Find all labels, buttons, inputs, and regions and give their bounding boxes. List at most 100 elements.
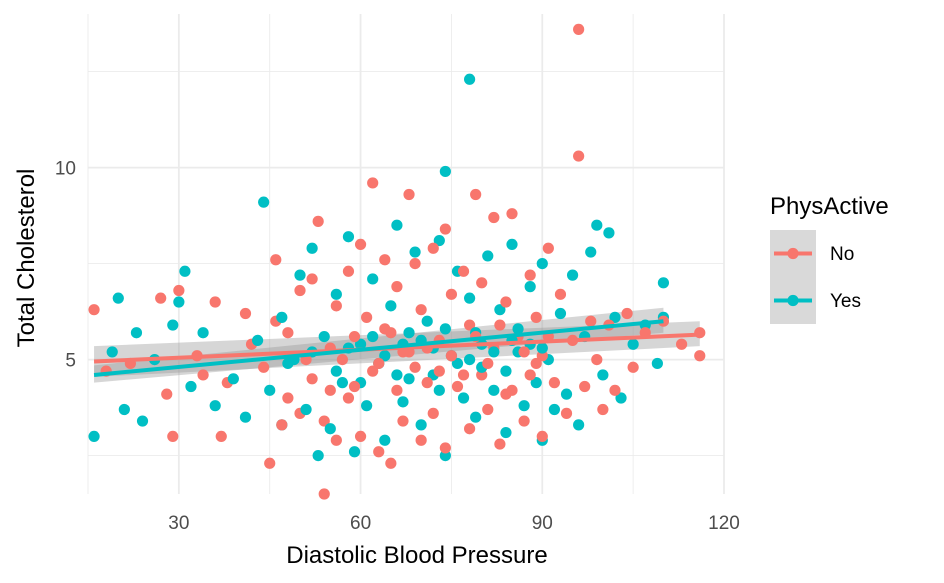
data-point-yes [464,73,476,85]
data-point-no [476,369,488,381]
data-point-yes [512,323,524,335]
data-point-no [482,403,494,416]
data-point-no [415,434,427,446]
data-point-yes [391,369,403,381]
data-point-no [373,357,385,370]
legend-title: PhysActive [770,193,889,220]
data-point-yes [627,338,639,350]
data-point-yes [324,423,336,435]
data-point-no [403,188,415,201]
data-point-yes [276,311,288,323]
data-point-yes [130,327,143,339]
data-point-yes [112,292,124,304]
data-point-yes [282,357,294,370]
data-point-no [439,223,451,235]
data-point-yes [106,346,118,358]
data-point-yes [439,165,451,178]
data-point-no [470,188,482,201]
data-point-no [354,238,367,250]
data-point-no [506,384,518,396]
data-point-no [342,392,355,404]
data-point-yes [167,319,179,331]
data-point-yes [361,400,373,412]
data-point-yes [451,357,464,370]
data-point-yes [397,396,409,408]
data-point-yes [300,403,312,416]
data-point-yes [433,234,445,247]
data-point-no [361,311,373,323]
data-point-no [506,208,518,220]
data-point-no [336,354,348,366]
data-point-yes [518,400,530,412]
data-point-yes [560,388,573,400]
data-point-yes [264,384,276,396]
data-point-no [391,281,403,293]
data-point-yes [294,269,306,281]
data-point-yes [173,296,185,308]
data-point-yes [457,392,470,404]
data-point-no [536,350,548,362]
data-point-no [348,380,361,393]
data-point-no [264,457,276,469]
grid-lines [87,14,725,494]
data-point-yes [185,380,197,393]
data-point-no [161,388,173,400]
data-point-no [457,265,470,277]
x-tick-label: 30 [168,513,189,534]
data-point-no [427,242,439,254]
data-point-no [282,327,294,339]
data-point-no [457,369,470,381]
data-point-yes [403,373,415,385]
data-point-no [155,292,167,304]
data-point-no [494,438,506,450]
data-point-yes [379,350,391,362]
data-point-no [488,211,500,224]
data-point-no [330,300,342,312]
data-point-no [464,319,476,331]
data-point-yes [500,365,512,377]
data-point-no [348,330,361,343]
data-point-yes [470,411,482,423]
data-point-yes [464,354,476,366]
data-point-no [518,415,530,427]
x-tick-label: 60 [350,513,371,534]
data-point-no [536,430,548,442]
data-point-no [379,254,391,266]
data-point-yes [88,430,100,442]
data-point-no [451,380,464,393]
legend: PhysActive No Yes [770,193,889,324]
data-point-no [318,415,330,427]
data-point-yes [506,238,518,250]
data-point-yes [566,269,579,281]
data-point-yes [239,411,252,423]
data-point-no [197,369,209,381]
data-point-no [476,277,488,289]
data-point-no [548,377,561,389]
data-point-no [573,23,585,35]
data-point-yes [597,369,609,381]
data-point-no [627,361,639,373]
data-point-no [239,307,252,320]
data-point-no [367,177,379,189]
data-point-no [524,269,536,281]
data-point-yes [409,246,421,258]
data-point-no [173,284,185,297]
data-point-no [500,296,512,308]
x-tick-label: 90 [532,513,553,534]
x-tick-label: 120 [708,513,740,534]
data-point-no [215,430,227,442]
data-point-no [482,357,494,370]
data-point-yes [118,403,130,416]
data-point-yes [536,258,548,270]
data-point-no [88,304,100,316]
data-point-no [573,150,585,162]
data-point-no [385,327,397,339]
data-point-no [294,284,306,297]
data-point-no [676,338,688,350]
data-point-no [270,254,282,266]
data-point-yes [603,227,615,239]
data-point-no [282,392,294,404]
data-point-no [397,415,409,427]
trend-lines [93,319,700,377]
